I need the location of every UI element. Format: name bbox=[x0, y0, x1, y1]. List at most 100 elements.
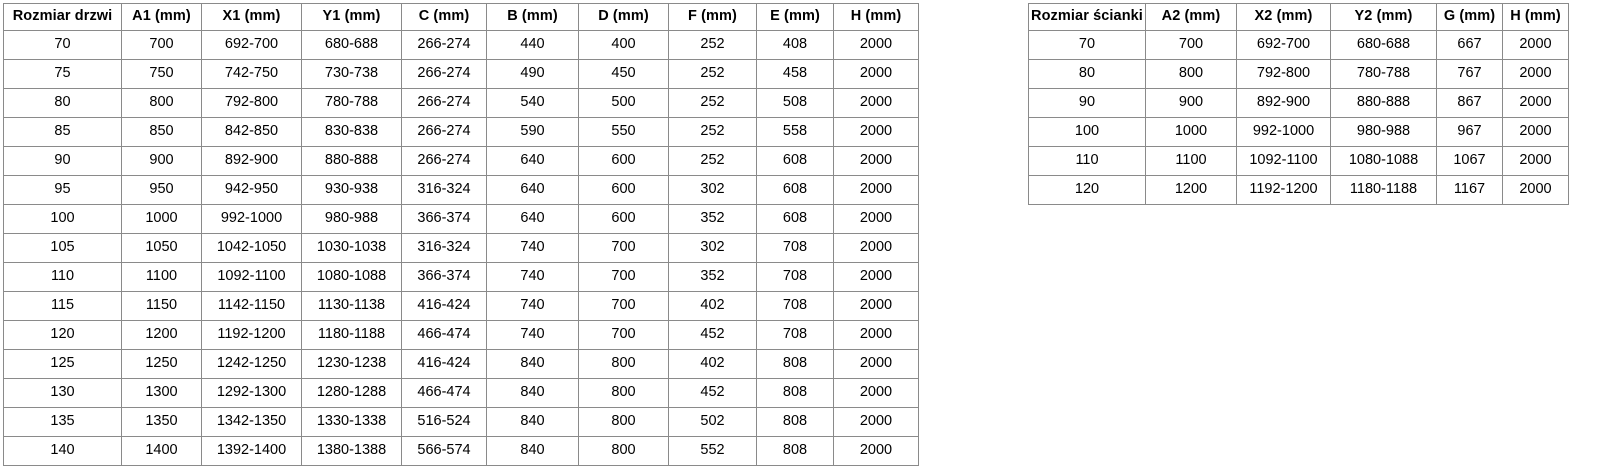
doors-cell-r9-c6: 700 bbox=[578, 291, 669, 321]
doors-cell-r12-c3: 1280-1288 bbox=[301, 378, 402, 408]
doors-cell-r10-c4: 466-474 bbox=[401, 320, 487, 350]
table-row: 85 850 842-850 830-838 266-274 590 550 252 558 20… bbox=[3, 117, 919, 147]
walls-cell-r0-c4: 667 bbox=[1436, 30, 1503, 60]
doors-cell-r4-c3: 880-888 bbox=[301, 146, 402, 176]
doors-cell-r10-c0: 120 bbox=[3, 320, 122, 350]
table-row: 100 1000 992-1000 980-988 967 2000 bbox=[1028, 117, 1569, 147]
table-row: 120 1200 1192-1200 1180-1188 1167 2000 bbox=[1028, 175, 1569, 205]
walls-cell-r0-c5: 2000 bbox=[1502, 30, 1569, 60]
doors-dimensions-table-container: Rozmiar drzwi A1 (mm) X1 (mm) Y1 (mm) C (mm)… bbox=[3, 3, 919, 466]
doors-cell-r6-c5: 640 bbox=[486, 204, 579, 234]
doors-cell-r13-c6: 800 bbox=[578, 407, 669, 437]
doors-cell-r1-c6: 450 bbox=[578, 59, 669, 89]
table-row: 105 1050 1042-1050 1030-1038 316-324 740 700 30… bbox=[3, 233, 919, 263]
doors-cell-r11-c1: 1250 bbox=[121, 349, 202, 379]
walls-table-header-row: Rozmiar ścianki A2 (mm) X2 (mm) Y2 (mm) G (m… bbox=[1028, 3, 1569, 31]
doors-cell-r5-c0: 95 bbox=[3, 175, 122, 205]
walls-cell-r5-c3: 1180-1188 bbox=[1330, 175, 1437, 205]
walls-column-header-1: A2 (mm) bbox=[1145, 3, 1237, 31]
walls-cell-r1-c1: 800 bbox=[1145, 59, 1237, 89]
doors-cell-r11-c7: 402 bbox=[668, 349, 757, 379]
doors-cell-r1-c0: 75 bbox=[3, 59, 122, 89]
doors-cell-r12-c4: 466-474 bbox=[401, 378, 487, 408]
doors-cell-r10-c5: 740 bbox=[486, 320, 579, 350]
table-row: 125 1250 1242-1250 1230-1238 416-424 840 800 40… bbox=[3, 349, 919, 379]
doors-cell-r2-c4: 266-274 bbox=[401, 88, 487, 118]
doors-cell-r7-c8: 708 bbox=[756, 233, 834, 263]
table-row: 80 800 792-800 780-788 266-274 540 500 252 508 20… bbox=[3, 88, 919, 118]
doors-cell-r1-c2: 742-750 bbox=[201, 59, 302, 89]
doors-cell-r1-c5: 490 bbox=[486, 59, 579, 89]
doors-cell-r6-c4: 366-374 bbox=[401, 204, 487, 234]
doors-cell-r14-c0: 140 bbox=[3, 436, 122, 466]
doors-cell-r0-c2: 692-700 bbox=[201, 30, 302, 60]
walls-cell-r3-c4: 967 bbox=[1436, 117, 1503, 147]
doors-cell-r3-c6: 550 bbox=[578, 117, 669, 147]
doors-cell-r0-c6: 400 bbox=[578, 30, 669, 60]
table-row: 120 1200 1192-1200 1180-1188 466-474 740 700 45… bbox=[3, 320, 919, 350]
doors-cell-r4-c9: 2000 bbox=[833, 146, 919, 176]
doors-cell-r3-c0: 85 bbox=[3, 117, 122, 147]
walls-cell-r5-c2: 1192-1200 bbox=[1236, 175, 1331, 205]
walls-cell-r1-c3: 780-788 bbox=[1330, 59, 1437, 89]
walls-cell-r1-c4: 767 bbox=[1436, 59, 1503, 89]
doors-cell-r8-c6: 700 bbox=[578, 262, 669, 292]
doors-cell-r7-c5: 740 bbox=[486, 233, 579, 263]
doors-column-header-7: F (mm) bbox=[668, 3, 757, 31]
doors-cell-r8-c5: 740 bbox=[486, 262, 579, 292]
doors-cell-r4-c7: 252 bbox=[668, 146, 757, 176]
doors-cell-r7-c0: 105 bbox=[3, 233, 122, 263]
table-row: 70 700 692-700 680-688 266-274 440 400 252 408 20… bbox=[3, 30, 919, 60]
doors-cell-r6-c2: 992-1000 bbox=[201, 204, 302, 234]
doors-cell-r10-c3: 1180-1188 bbox=[301, 320, 402, 350]
doors-cell-r1-c9: 2000 bbox=[833, 59, 919, 89]
walls-cell-r4-c0: 110 bbox=[1028, 146, 1146, 176]
doors-cell-r10-c8: 708 bbox=[756, 320, 834, 350]
doors-cell-r9-c4: 416-424 bbox=[401, 291, 487, 321]
doors-column-header-2: X1 (mm) bbox=[201, 3, 302, 31]
doors-cell-r8-c9: 2000 bbox=[833, 262, 919, 292]
doors-cell-r14-c4: 566-574 bbox=[401, 436, 487, 466]
doors-cell-r13-c1: 1350 bbox=[121, 407, 202, 437]
walls-column-header-2: X2 (mm) bbox=[1236, 3, 1331, 31]
doors-cell-r0-c0: 70 bbox=[3, 30, 122, 60]
doors-cell-r13-c2: 1342-1350 bbox=[201, 407, 302, 437]
doors-cell-r1-c7: 252 bbox=[668, 59, 757, 89]
doors-cell-r9-c1: 1150 bbox=[121, 291, 202, 321]
doors-cell-r12-c5: 840 bbox=[486, 378, 579, 408]
doors-cell-r1-c3: 730-738 bbox=[301, 59, 402, 89]
doors-cell-r11-c2: 1242-1250 bbox=[201, 349, 302, 379]
doors-cell-r8-c0: 110 bbox=[3, 262, 122, 292]
doors-cell-r6-c3: 980-988 bbox=[301, 204, 402, 234]
doors-cell-r6-c9: 2000 bbox=[833, 204, 919, 234]
doors-cell-r12-c6: 800 bbox=[578, 378, 669, 408]
doors-cell-r5-c3: 930-938 bbox=[301, 175, 402, 205]
doors-cell-r0-c9: 2000 bbox=[833, 30, 919, 60]
doors-cell-r8-c4: 366-374 bbox=[401, 262, 487, 292]
doors-cell-r2-c7: 252 bbox=[668, 88, 757, 118]
doors-cell-r13-c8: 808 bbox=[756, 407, 834, 437]
walls-cell-r3-c5: 2000 bbox=[1502, 117, 1569, 147]
doors-cell-r14-c3: 1380-1388 bbox=[301, 436, 402, 466]
doors-cell-r5-c8: 608 bbox=[756, 175, 834, 205]
doors-column-header-3: Y1 (mm) bbox=[301, 3, 402, 31]
doors-cell-r8-c1: 1100 bbox=[121, 262, 202, 292]
table-row: 135 1350 1342-1350 1330-1338 516-524 840 800 50… bbox=[3, 407, 919, 437]
doors-cell-r3-c7: 252 bbox=[668, 117, 757, 147]
table-row: 90 900 892-900 880-888 266-274 640 600 252 608 20… bbox=[3, 146, 919, 176]
doors-cell-r11-c9: 2000 bbox=[833, 349, 919, 379]
walls-column-header-4: G (mm) bbox=[1436, 3, 1503, 31]
table-row: 140 1400 1392-1400 1380-1388 566-574 840 800 55… bbox=[3, 436, 919, 466]
doors-cell-r12-c0: 130 bbox=[3, 378, 122, 408]
doors-cell-r3-c9: 2000 bbox=[833, 117, 919, 147]
doors-cell-r2-c2: 792-800 bbox=[201, 88, 302, 118]
walls-cell-r2-c2: 892-900 bbox=[1236, 88, 1331, 118]
walls-cell-r4-c5: 2000 bbox=[1502, 146, 1569, 176]
doors-cell-r14-c7: 552 bbox=[668, 436, 757, 466]
doors-cell-r0-c3: 680-688 bbox=[301, 30, 402, 60]
walls-table-body: 70 700 692-700 680-688 667 2000 80 800 792-800 78… bbox=[1028, 30, 1569, 205]
doors-cell-r9-c2: 1142-1150 bbox=[201, 291, 302, 321]
table-row: 90 900 892-900 880-888 867 2000 bbox=[1028, 88, 1569, 118]
table-row: 110 1100 1092-1100 1080-1088 1067 2000 bbox=[1028, 146, 1569, 176]
